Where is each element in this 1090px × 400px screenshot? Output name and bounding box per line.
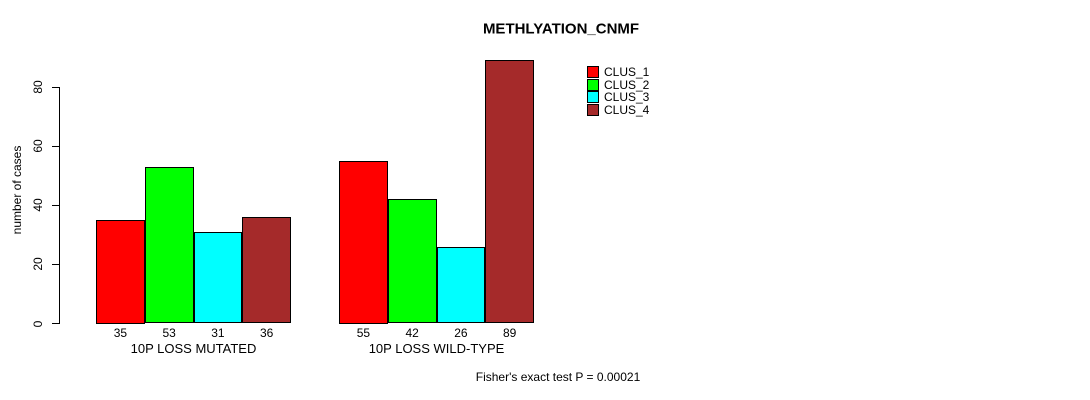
bar-value-label: 53 (162, 326, 176, 340)
y-tick-label: 60 (31, 139, 45, 153)
y-tick-mark (52, 86, 59, 88)
group-label: 10P LOSS WILD-TYPE (368, 341, 505, 356)
bar-value-label: 55 (356, 326, 371, 340)
y-tick-label: 40 (31, 198, 45, 212)
bar-value-label: 36 (259, 326, 274, 340)
bar-value-label: 42 (405, 326, 419, 340)
stat-test-label: Fisher's exact test P = 0.00021 (475, 370, 641, 384)
bar-clus_1-group2 (339, 160, 388, 324)
legend-item-clus_2: CLUS_2 (587, 77, 650, 92)
legend-swatch-icon (587, 66, 599, 78)
y-tick-mark (52, 145, 59, 147)
legend-swatch-icon (587, 91, 599, 104)
y-tick-label: 80 (31, 80, 45, 94)
bar-value-label: 35 (113, 326, 128, 340)
legend-label: CLUS_4 (604, 103, 650, 118)
legend-swatch-icon (587, 104, 599, 117)
bar-clus_2-group2 (387, 199, 437, 324)
y-tick-mark (52, 323, 59, 324)
legend-label: CLUS_2 (604, 77, 650, 92)
bar-clus_4-group1 (242, 217, 291, 324)
chart-title: METHLYATION_CNMF (482, 20, 640, 38)
legend-item-clus_3: CLUS_3 (587, 90, 650, 105)
y-axis-line (59, 87, 60, 324)
y-tick-mark (52, 204, 59, 206)
legend-item-clus_4: CLUS_4 (587, 103, 650, 118)
y-tick-label: 20 (31, 257, 45, 272)
bar-value-label: 26 (454, 326, 468, 340)
legend-label: CLUS_3 (604, 90, 650, 105)
legend-label: CLUS_1 (604, 65, 650, 79)
y-axis-label: number of cases (10, 145, 24, 235)
group-label: 10P LOSS MUTATED (130, 341, 257, 356)
bar-clus_2-group1 (144, 166, 194, 324)
legend-swatch-icon (587, 78, 599, 91)
bar-clus_1-group1 (96, 220, 145, 324)
bar-clus_4-group2 (485, 60, 534, 324)
y-tick-mark (52, 263, 59, 265)
y-tick-label: 0 (31, 320, 45, 327)
bar-value-label: 31 (211, 326, 225, 340)
bar-clus_3-group1 (193, 231, 243, 324)
bar-clus_3-group2 (436, 246, 486, 324)
bar-value-label: 89 (502, 326, 517, 340)
legend-item-clus_1: CLUS_1 (587, 66, 649, 78)
